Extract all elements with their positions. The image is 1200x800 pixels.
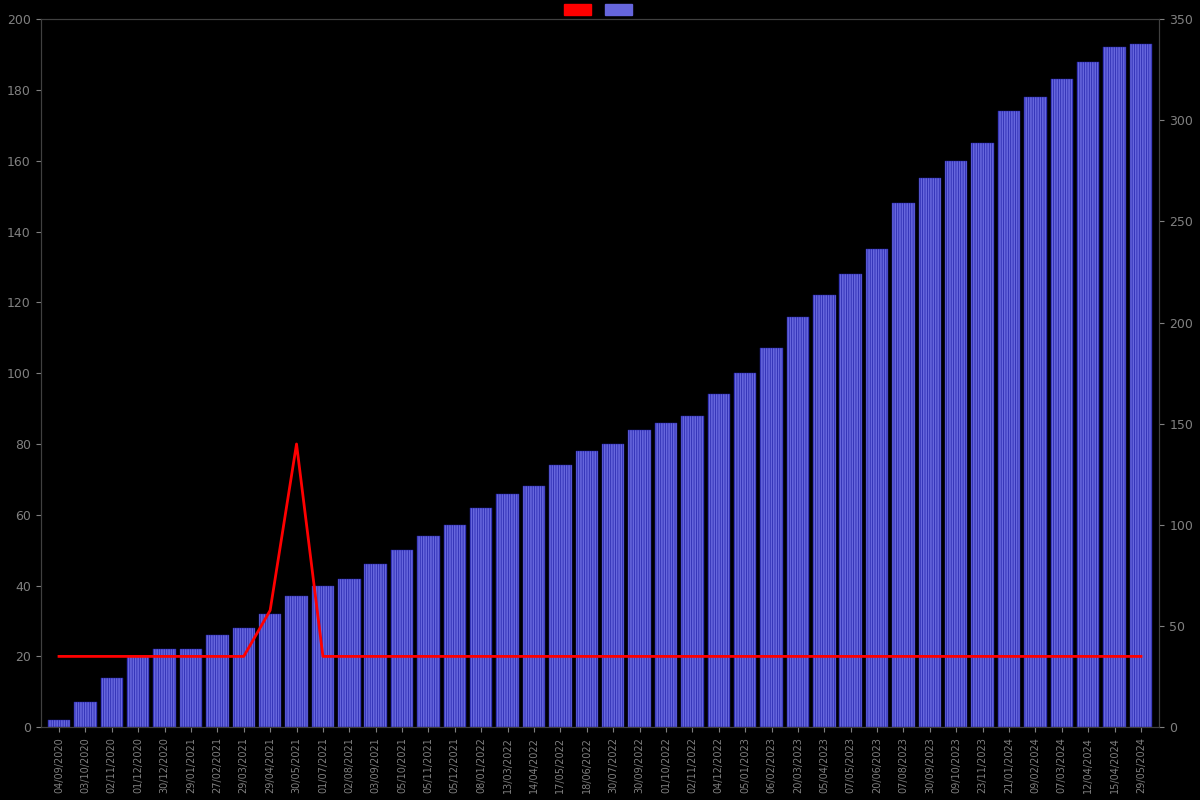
Bar	[1025, 97, 1046, 727]
Bar	[101, 678, 124, 727]
Bar	[48, 720, 71, 727]
Bar	[761, 349, 782, 727]
Bar	[814, 295, 835, 727]
Bar	[259, 614, 281, 727]
Bar	[682, 416, 703, 727]
Bar	[1129, 44, 1152, 727]
Bar	[972, 143, 994, 727]
Bar	[629, 430, 650, 727]
Bar	[523, 486, 545, 727]
Bar	[602, 444, 624, 727]
Bar	[1103, 47, 1126, 727]
Bar	[1051, 79, 1073, 727]
Bar	[180, 650, 202, 727]
Bar	[418, 536, 439, 727]
Bar	[338, 578, 360, 727]
Bar	[708, 394, 730, 727]
Bar	[840, 274, 862, 727]
Bar	[734, 373, 756, 727]
Bar	[919, 178, 941, 727]
Bar	[312, 586, 334, 727]
Bar	[550, 466, 571, 727]
Bar	[893, 203, 914, 727]
Bar	[1076, 62, 1099, 727]
Bar	[946, 161, 967, 727]
Bar	[391, 550, 413, 727]
Bar	[470, 508, 492, 727]
Legend: , : ,	[564, 4, 636, 17]
Bar	[74, 702, 97, 727]
Bar	[233, 628, 254, 727]
Bar	[866, 250, 888, 727]
Bar	[787, 317, 809, 727]
Bar	[497, 494, 518, 727]
Bar	[206, 635, 228, 727]
Bar	[365, 564, 386, 727]
Bar	[444, 526, 466, 727]
Bar	[576, 451, 598, 727]
Bar	[998, 111, 1020, 727]
Bar	[655, 422, 677, 727]
Bar	[286, 596, 307, 727]
Bar	[127, 657, 149, 727]
Bar	[154, 650, 175, 727]
